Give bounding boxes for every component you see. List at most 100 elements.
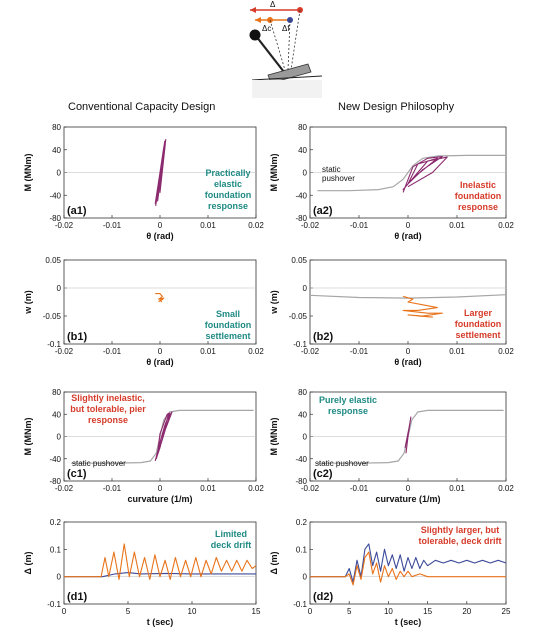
x-tick-label: -0.02 (55, 484, 74, 493)
y-tick-label: -0.1 (293, 340, 307, 349)
x-axis-label: curvature (1/m) (375, 494, 440, 504)
series-line-navy (310, 543, 507, 583)
y-tick-label: -80 (49, 214, 61, 223)
x-axis-label: θ (rad) (394, 231, 421, 241)
y-tick-label: -0.1 (47, 600, 61, 609)
x-tick-label: -0.02 (301, 347, 320, 356)
x-tick-label: -0.01 (350, 484, 369, 493)
x-tick-label: -0.02 (301, 221, 320, 230)
y-tick-label: 80 (298, 388, 307, 397)
pier-foundation-schematic: Δ Δc Δf (249, 0, 323, 98)
panel-label: (b1) (67, 331, 88, 343)
x-tick-label: 0.02 (498, 221, 514, 230)
x-tick-label: 25 (502, 607, 511, 616)
y-tick-label: -80 (295, 477, 307, 486)
chart-c1: -0.02 -0.01 0 0.01 0.02 80 40 0 -40 -80 curvature … (23, 388, 264, 504)
annotation: Limited deck drift (211, 529, 252, 550)
annotation: Slightly larger, but tolerable, deck drif… (418, 525, 501, 546)
y-tick-label: 0.05 (291, 256, 307, 265)
y-tick-label: -40 (295, 191, 307, 200)
series-line-gray (317, 154, 506, 192)
x-tick-label: 0 (406, 484, 411, 493)
y-tick-label: 0.2 (50, 518, 62, 527)
annotation: static pushover (322, 165, 355, 183)
y-tick-label: 0 (303, 169, 308, 178)
x-tick-label: 0.02 (248, 484, 264, 493)
x-tick-label: -0.02 (55, 347, 74, 356)
x-tick-label: 15 (423, 607, 432, 616)
x-axis-label: θ (rad) (146, 357, 173, 367)
annotation: Slightly inelastic, but tolerable, pier re… (70, 393, 146, 425)
delta-arrowhead (250, 7, 256, 13)
x-tick-label: 0 (158, 221, 163, 230)
y-tick-label: 0 (57, 573, 62, 582)
y-tick-label: -0.1 (47, 340, 61, 349)
annotation: Small foundation settlement (205, 309, 252, 341)
y-tick-label: 40 (298, 410, 307, 419)
series-line-orange (310, 551, 506, 586)
x-tick-label: -0.01 (103, 221, 122, 230)
x-tick-label: 0.02 (248, 221, 264, 230)
y-axis-label: Δ (m) (23, 552, 33, 575)
x-tick-label: 10 (384, 607, 393, 616)
annotation: Practically elastic foundation response (205, 168, 252, 211)
y-tick-label: -40 (295, 455, 307, 464)
plot-frame (63, 521, 257, 605)
y-tick-label: -40 (49, 191, 61, 200)
x-tick-label: 15 (252, 607, 261, 616)
x-tick-label: 0.02 (498, 484, 514, 493)
x-tick-label: 10 (188, 607, 197, 616)
x-tick-label: 0.01 (449, 221, 465, 230)
x-tick-label: 0 (158, 347, 163, 356)
delta-label: Δ (270, 0, 276, 9)
panel-label: (d1) (67, 591, 88, 603)
y-tick-label: 40 (298, 146, 307, 155)
y-tick-label: 40 (52, 410, 61, 419)
chart-d1: 0 5 10 150.20.10-0.1t (sec)Δ (m)(d1)Limited… (23, 518, 261, 627)
x-tick-label: 0.01 (200, 484, 216, 493)
y-tick-label: -80 (295, 214, 307, 223)
x-axis-label: t (sec) (147, 617, 174, 627)
chart-d2: 0 5 10 15 20 250.20.10-0.1t (sec)Δ (m)(d2)Sli… (269, 518, 511, 627)
x-tick-label: -0.02 (301, 484, 320, 493)
chart-a1: -0.02 -0.01 0 0.01 0.02 80 40 0 -40 -80 θ (rad) M (… (23, 123, 264, 241)
series-line-purple (404, 416, 412, 454)
x-tick-label: 0 (406, 221, 411, 230)
panel-label: (a2) (313, 205, 333, 217)
x-tick-label: -0.01 (103, 484, 122, 493)
x-axis-label: t (sec) (395, 617, 422, 627)
x-tick-label: 5 (347, 607, 352, 616)
y-tick-label: -40 (49, 455, 61, 464)
y-tick-label: 0 (57, 284, 62, 293)
x-tick-label: 0.01 (200, 221, 216, 230)
series-line-purple (402, 156, 448, 193)
x-tick-label: 0 (158, 484, 163, 493)
y-tick-label: 0 (57, 433, 62, 442)
y-tick-label: 0.2 (296, 518, 308, 527)
delta-c-arrowhead (255, 17, 261, 23)
y-tick-label: 0 (303, 433, 308, 442)
pier-column (255, 35, 285, 73)
right-column-title: New Design Philosophy (338, 101, 455, 113)
panel-label: (c2) (313, 468, 333, 480)
x-axis-label: θ (rad) (394, 357, 421, 367)
y-tick-label: 80 (52, 123, 61, 132)
y-tick-label: 0.05 (45, 256, 61, 265)
x-tick-label: 0 (62, 607, 67, 616)
y-axis-label: w (m) (269, 290, 279, 315)
y-axis-label: M (MNm) (269, 418, 279, 456)
panel-label: (b2) (313, 331, 334, 343)
x-tick-label: 0.02 (248, 347, 264, 356)
x-axis-label: curvature (1/m) (127, 494, 192, 504)
y-tick-label: -0.05 (289, 312, 308, 321)
annotation: Purely elastic response (319, 395, 377, 416)
annotation: static pushover (72, 459, 126, 468)
panel-label: (d2) (313, 591, 334, 603)
x-tick-label: 0.01 (449, 484, 465, 493)
x-tick-label: 5 (126, 607, 131, 616)
annotation: Inelastic foundation response (455, 180, 502, 212)
series-line-orange (155, 293, 165, 303)
y-tick-label: -0.1 (293, 600, 307, 609)
delta-c-label: Δc (262, 24, 271, 33)
y-tick-label: 80 (298, 123, 307, 132)
